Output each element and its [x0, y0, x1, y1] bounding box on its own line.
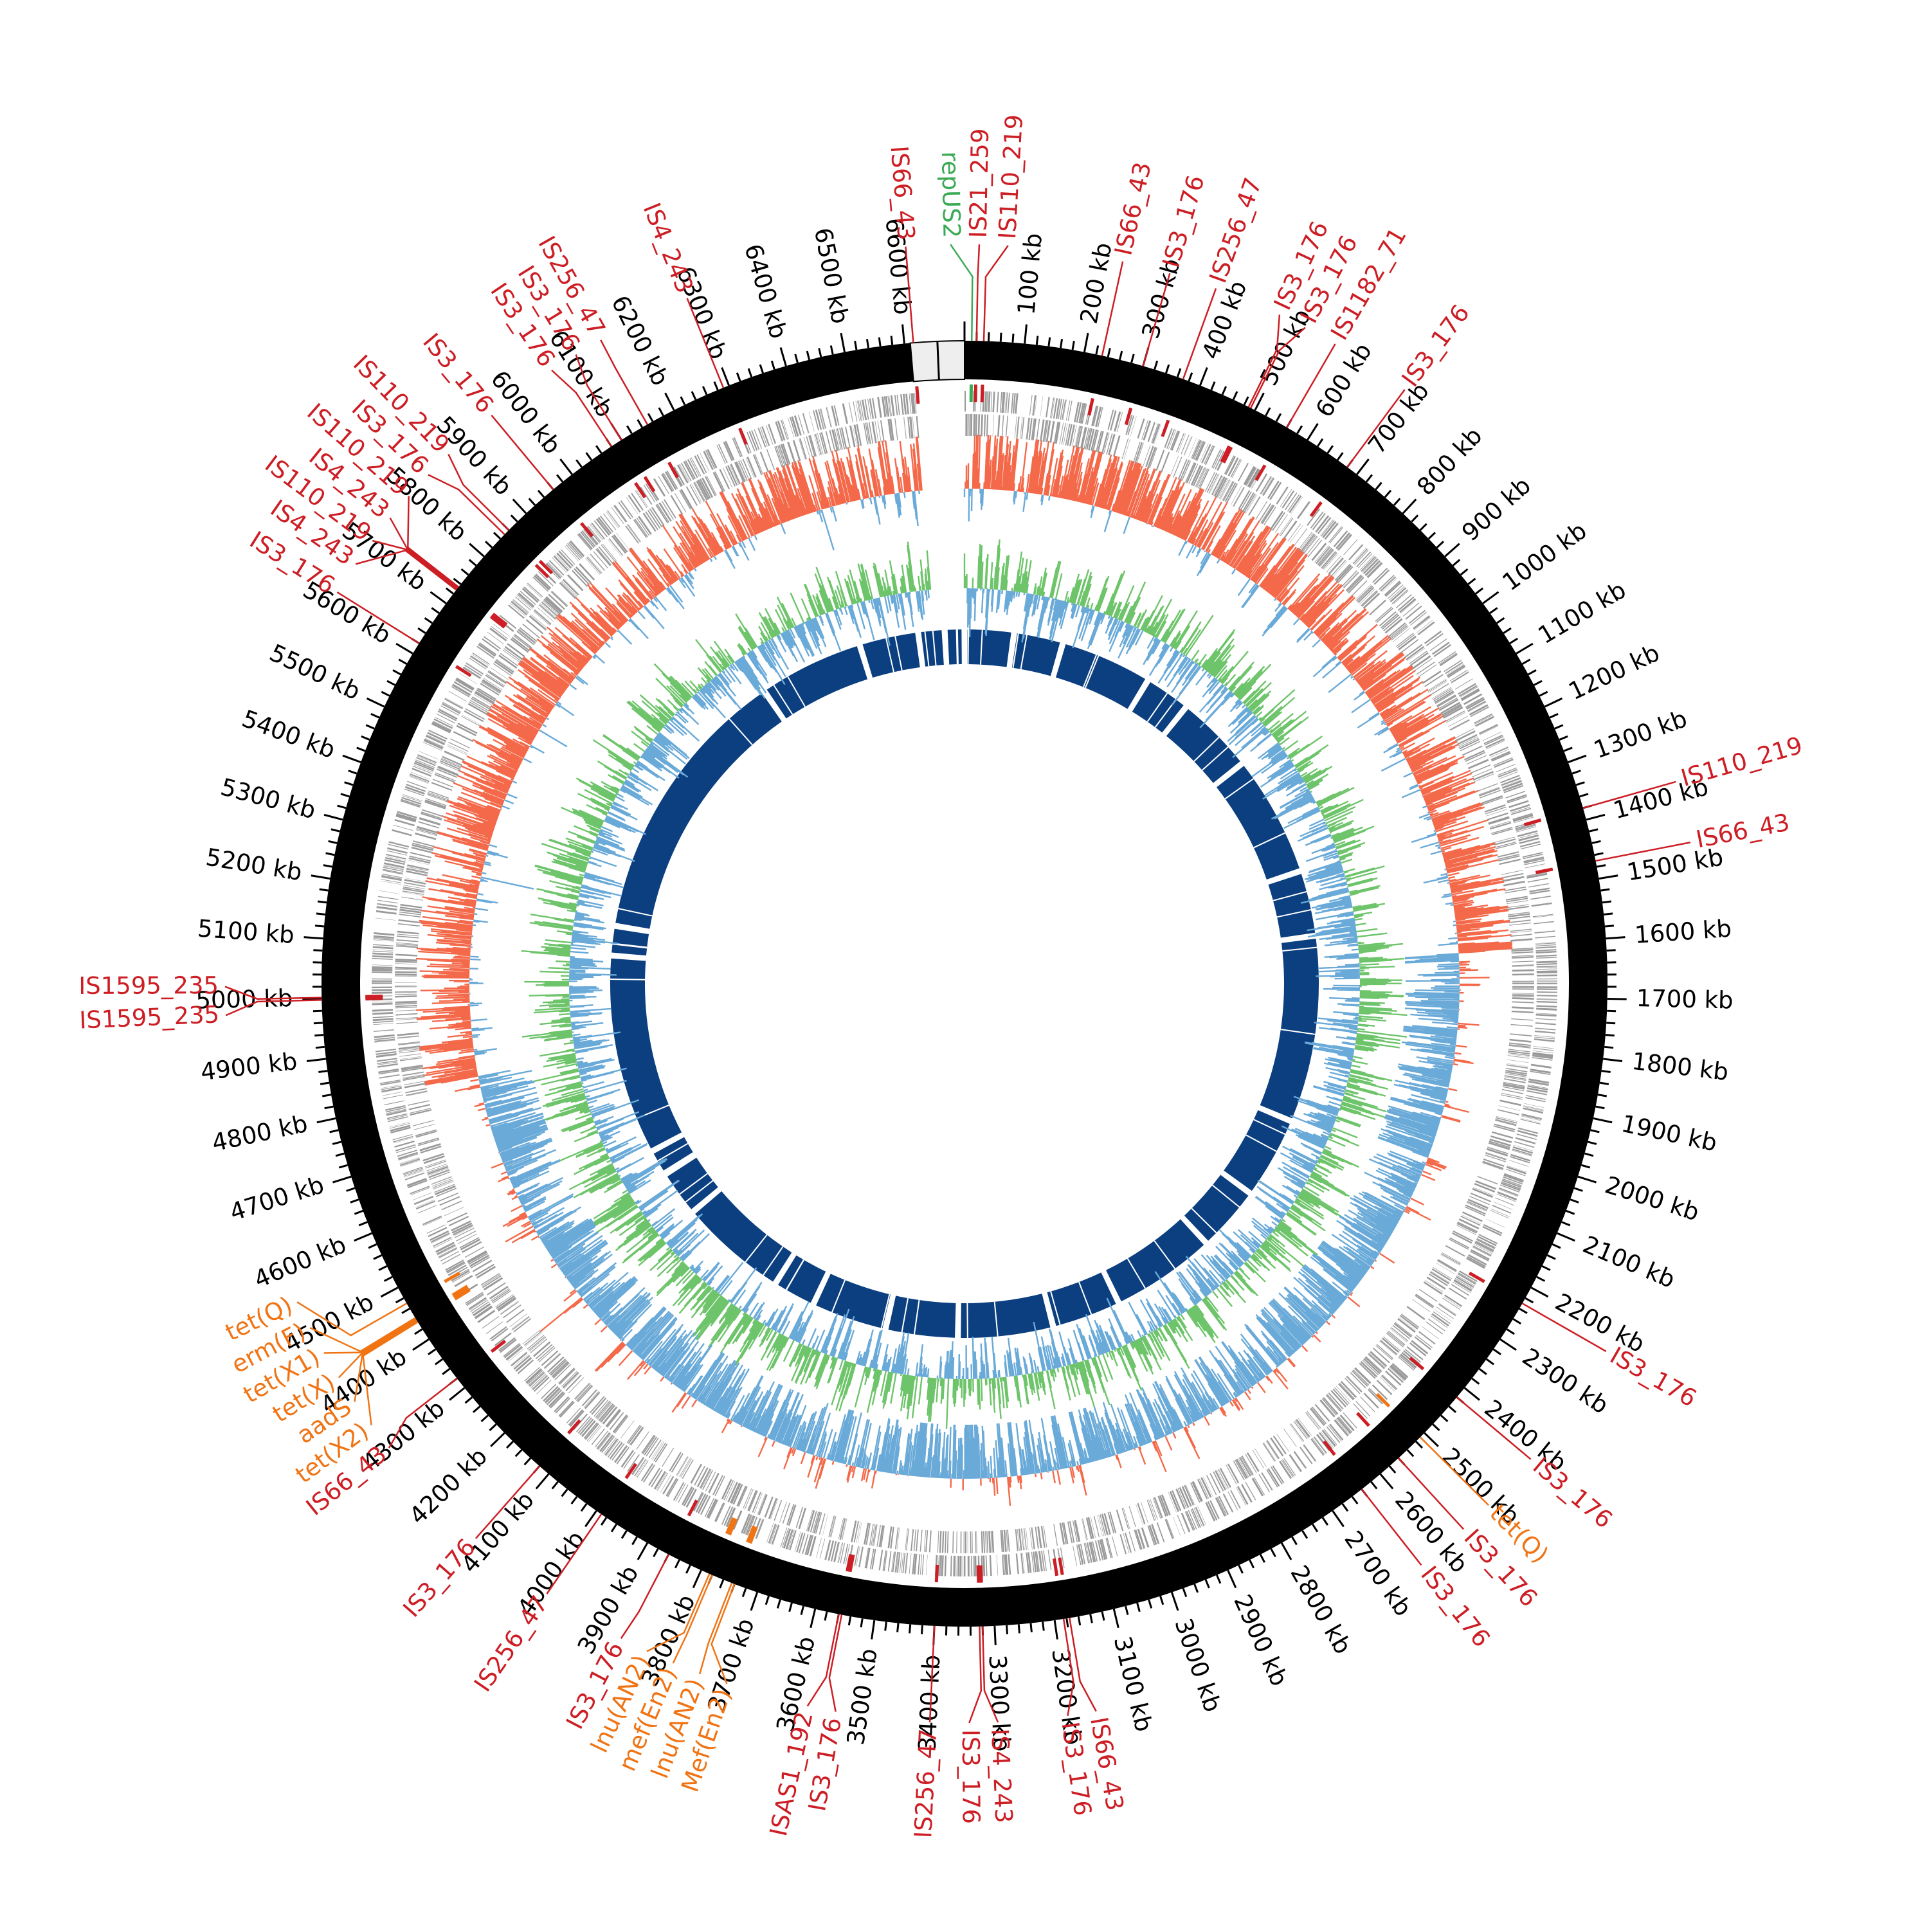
contig-block — [948, 629, 962, 665]
feature-label: IS3_176 — [1397, 300, 1475, 392]
feature-label: IS110_219 — [993, 114, 1028, 240]
tick-label: 6000 kb — [485, 365, 566, 459]
feature-label: IS3_176 — [397, 1533, 480, 1623]
feature-marker — [365, 998, 383, 999]
tick-label: 5100 kb — [197, 915, 295, 949]
tick-label: 4900 kb — [199, 1047, 299, 1086]
contig-block — [1224, 1110, 1290, 1191]
contig-block — [1166, 709, 1240, 783]
feature-marker — [978, 1566, 979, 1583]
feature-label: IS110_219 — [1678, 732, 1806, 792]
contig-block — [695, 1191, 792, 1282]
contig-block — [1056, 644, 1145, 709]
feature-label: IS3_176 — [1528, 1452, 1618, 1534]
tick-label: 6400 kb — [739, 241, 792, 342]
contig-block — [961, 1294, 1050, 1338]
feature-marker — [1535, 869, 1553, 872]
tick-label: 2300 kb — [1517, 1342, 1613, 1419]
tick-label: 6500 kb — [809, 226, 854, 326]
feature-label: IS1595_235 — [78, 971, 219, 1000]
feature-marker — [1054, 1558, 1056, 1576]
contig-block — [921, 630, 943, 667]
contig-block — [863, 633, 920, 678]
tick-label: 5400 kb — [239, 705, 339, 764]
tick-label: 2600 kb — [1390, 1486, 1473, 1578]
gc-content-negative — [569, 588, 1360, 1379]
tick-label: 2800 kb — [1285, 1560, 1357, 1658]
feature-label: IS256_47 — [909, 1728, 942, 1839]
contig-block — [615, 693, 782, 929]
feature-label: IS3_176 — [1157, 172, 1209, 271]
feature-label: IS256_47 — [469, 1591, 554, 1697]
feature-marker — [975, 384, 976, 402]
tick-label: 1300 kb — [1590, 705, 1690, 764]
feature-label: IS3_176 — [957, 1729, 985, 1824]
feature-marker — [1525, 820, 1541, 824]
contig-block — [1047, 1272, 1116, 1326]
tick-label: 1700 kb — [1636, 984, 1734, 1015]
feature-label: IS4_243 — [638, 199, 699, 297]
feature-marker — [1089, 399, 1093, 415]
tick-label: 800 kb — [1411, 422, 1487, 500]
feature-label: IS66_43 — [1694, 808, 1792, 853]
gc-content-positive — [521, 539, 1408, 1429]
leader-line — [969, 1627, 981, 1723]
tick-label: 2900 kb — [1228, 1591, 1293, 1690]
feature-label: IS3_176 — [417, 328, 499, 419]
feature-label: IS1595_235 — [79, 1000, 220, 1034]
feature-label: repUS2 — [936, 151, 966, 239]
feature-label: IS3_176 — [1606, 1341, 1701, 1412]
tick-label: 4200 kb — [404, 1442, 493, 1530]
feature-marker — [1060, 1558, 1062, 1575]
tick-label: 1800 kb — [1631, 1047, 1730, 1086]
tick-label: 600 kb — [1310, 338, 1377, 422]
tick-label: 1000 kb — [1498, 517, 1592, 597]
contig-ring — [610, 629, 1319, 1338]
tick-label: 4600 kb — [250, 1231, 350, 1294]
feature-label: IS4_243 — [986, 1728, 1018, 1824]
contig-block — [1269, 874, 1316, 937]
feature-marker — [1163, 420, 1168, 437]
leader-line — [950, 244, 972, 341]
tick-label: 5900 kb — [431, 411, 517, 501]
gc-content-track — [521, 539, 1408, 1429]
tick-label: 1200 kb — [1564, 639, 1664, 706]
contig-block — [611, 929, 649, 956]
feature-marker — [936, 1565, 937, 1582]
tick-label: 5500 kb — [265, 639, 365, 706]
feature-marker — [917, 386, 918, 404]
tick-label: 1900 kb — [1619, 1110, 1720, 1157]
tick-label: 1100 kb — [1534, 576, 1631, 649]
tick-label: 3000 kb — [1169, 1615, 1226, 1716]
contig-block — [889, 1296, 956, 1337]
feature-label: IS66_43 — [1109, 159, 1156, 258]
tick-label: 700 kb — [1363, 377, 1435, 459]
tick-label: 2100 kb — [1579, 1231, 1680, 1294]
feature-marker — [982, 384, 983, 402]
tick-label: 3500 kb — [842, 1647, 883, 1746]
feature-label: IS21_259 — [964, 128, 994, 238]
leader-line — [977, 244, 979, 341]
feature-label: IS256_47 — [1204, 174, 1267, 287]
tick-label: 1600 kb — [1634, 915, 1732, 949]
tick-label: 2000 kb — [1602, 1171, 1703, 1226]
feature-marker — [739, 428, 746, 444]
tick-label: 2700 kb — [1339, 1526, 1417, 1621]
tick-label: 4700 kb — [226, 1171, 327, 1226]
contig-boundary — [610, 979, 645, 980]
contig-block — [967, 629, 1011, 667]
tick-label: 5200 kb — [204, 843, 304, 886]
tick-label: 6200 kb — [606, 291, 675, 390]
feature-marker — [1357, 1413, 1369, 1426]
tick-label: 5300 kb — [218, 773, 319, 824]
tick-label: 900 kb — [1456, 471, 1536, 546]
tick-label: 100 kb — [1012, 232, 1047, 316]
tick-label: 4800 kb — [210, 1110, 311, 1157]
tick-label: 3100 kb — [1109, 1634, 1158, 1735]
contig-block — [1260, 939, 1319, 1119]
leader-line — [984, 246, 1008, 341]
